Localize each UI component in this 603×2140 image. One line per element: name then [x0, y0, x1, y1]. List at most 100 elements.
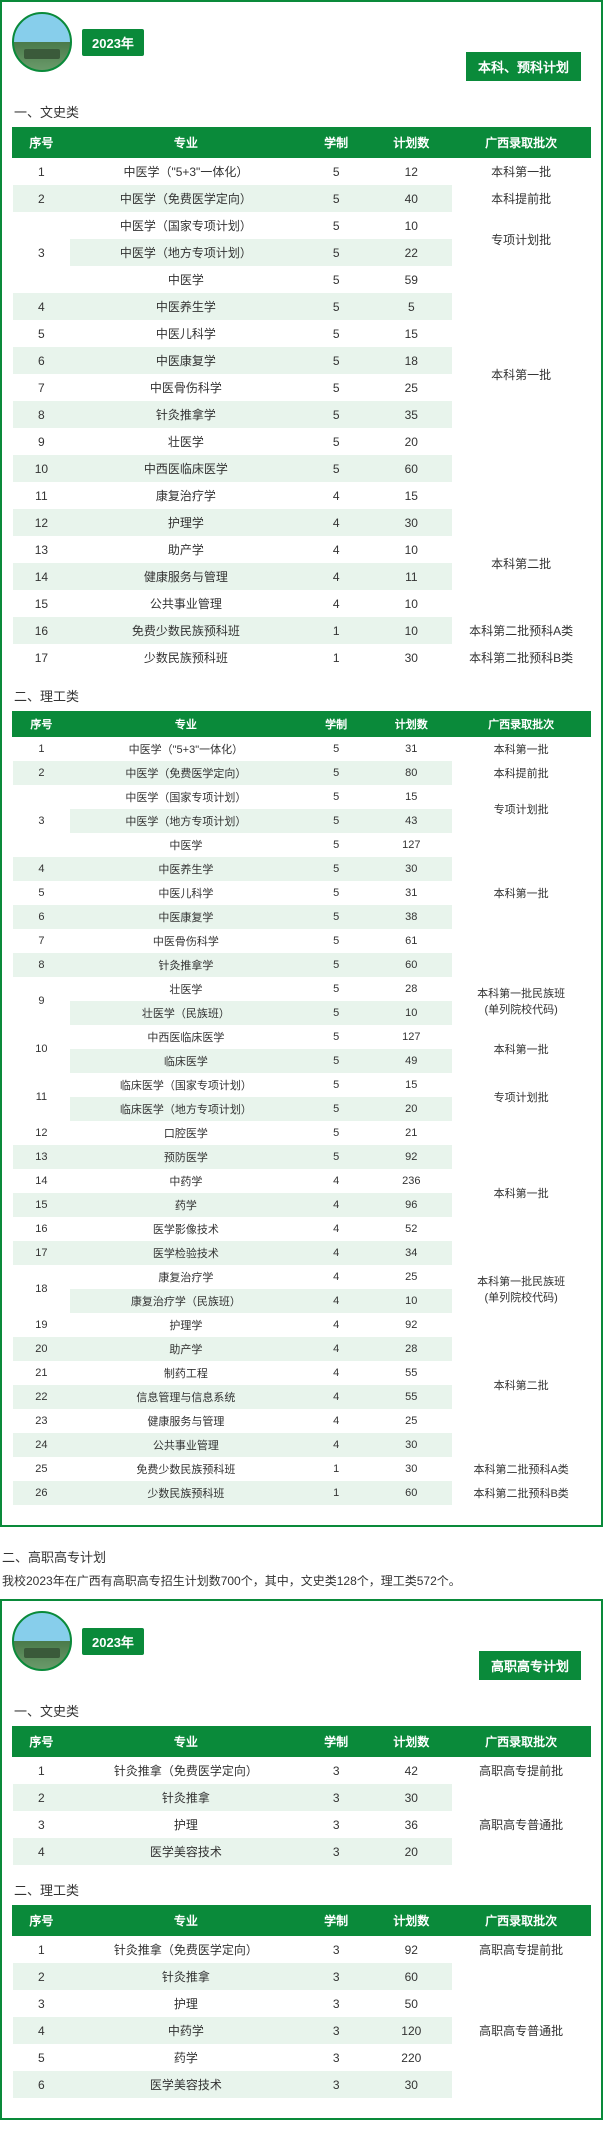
cell-idx: 9 — [13, 977, 71, 1025]
cell-num: 50 — [371, 1990, 452, 2017]
cell-idx: 1 — [13, 737, 71, 762]
cell-idx: 10 — [13, 455, 71, 482]
cell-idx: 14 — [13, 1169, 71, 1193]
cell-num: 28 — [371, 1337, 452, 1361]
cell-dur: 5 — [301, 1073, 370, 1097]
cell-num: 35 — [371, 401, 452, 428]
cell-num: 36 — [371, 1811, 452, 1838]
cell-batch: 本科第二批 — [452, 1313, 591, 1457]
th-dur: 学制 — [301, 1727, 370, 1757]
cell-major: 中医养生学 — [70, 857, 301, 881]
cell-idx: 2 — [13, 1784, 71, 1811]
cell-major: 健康服务与管理 — [70, 563, 301, 590]
cell-idx: 11 — [13, 482, 71, 509]
cell-major: 中医学（地方专项计划） — [70, 809, 301, 833]
cell-num: 12 — [371, 158, 452, 186]
cell-num: 49 — [371, 1049, 452, 1073]
cell-num: 10 — [371, 536, 452, 563]
cell-major: 制药工程 — [70, 1361, 301, 1385]
cell-num: 60 — [371, 455, 452, 482]
cell-idx: 15 — [13, 590, 71, 617]
cell-dur: 5 — [301, 293, 370, 320]
cell-idx: 4 — [13, 293, 71, 320]
cell-idx: 26 — [13, 1481, 71, 1505]
th-major: 专业 — [70, 712, 301, 737]
cell-dur: 5 — [301, 428, 370, 455]
cell-major: 口腔医学 — [70, 1121, 301, 1145]
cell-idx: 10 — [13, 1025, 71, 1073]
tbody-t4: 1针灸推拿（免费医学定向）392高职高专提前批2针灸推拿360高职高专普通批3护… — [13, 1936, 591, 2099]
cell-dur: 5 — [301, 761, 370, 785]
cell-dur: 1 — [301, 644, 370, 671]
cell-batch: 本科第一批民族班 (单列院校代码) — [452, 1265, 591, 1313]
cell-major: 临床医学（国家专项计划） — [70, 1073, 301, 1097]
cell-idx: 18 — [13, 1265, 71, 1313]
cell-num: 30 — [371, 1784, 452, 1811]
cell-major: 中药学 — [70, 1169, 301, 1193]
cell-major: 护理学 — [70, 509, 301, 536]
cell-num: 10 — [371, 212, 452, 239]
cell-major: 针灸推拿（免费医学定向） — [70, 1936, 301, 1964]
cell-num: 80 — [371, 761, 452, 785]
cell-major: 中医学（免费医学定向） — [70, 185, 301, 212]
cell-dur: 5 — [301, 239, 370, 266]
cell-idx: 6 — [13, 347, 71, 374]
cell-major: 针灸推拿 — [70, 1963, 301, 1990]
cell-major: 护理 — [70, 1990, 301, 2017]
cell-major: 中医学 — [70, 833, 301, 857]
cell-dur: 4 — [301, 1313, 370, 1337]
cell-num: 31 — [371, 881, 452, 905]
cell-major: 免费少数民族预科班 — [70, 617, 301, 644]
cell-dur: 3 — [301, 1838, 370, 1865]
cell-idx: 2 — [13, 1963, 71, 1990]
cell-batch: 本科第一批 — [452, 1025, 591, 1073]
cell-major: 壮医学 — [70, 977, 301, 1001]
cell-major: 助产学 — [70, 1337, 301, 1361]
cell-num: 15 — [371, 1073, 452, 1097]
cell-idx: 25 — [13, 1457, 71, 1481]
cell-num: 127 — [371, 1025, 452, 1049]
cell-dur: 5 — [301, 185, 370, 212]
cell-dur: 4 — [301, 1265, 370, 1289]
cell-batch: 本科第二批预科B类 — [452, 1481, 591, 1505]
cell-batch: 专项计划批 — [452, 1073, 591, 1121]
cell-idx: 2 — [13, 185, 71, 212]
cell-idx: 3 — [13, 1990, 71, 2017]
cell-batch: 高职高专普通批 — [452, 1784, 591, 1865]
cell-major: 健康服务与管理 — [70, 1409, 301, 1433]
cell-major: 针灸推拿（免费医学定向） — [70, 1757, 301, 1785]
cell-batch: 本科第一批民族班 (单列院校代码) — [452, 977, 591, 1025]
cell-major: 护理学 — [70, 1313, 301, 1337]
th-batch: 广西录取批次 — [452, 712, 591, 737]
cell-major: 助产学 — [70, 536, 301, 563]
cat-title-ligong-2: 二、理工类 — [14, 1880, 591, 1899]
cell-dur: 3 — [301, 1963, 370, 1990]
cell-num: 15 — [371, 320, 452, 347]
cell-dur: 5 — [301, 1049, 370, 1073]
cell-major: 少数民族预科班 — [70, 1481, 301, 1505]
cell-major: 少数民族预科班 — [70, 644, 301, 671]
cell-num: 18 — [371, 347, 452, 374]
cell-major: 医学美容技术 — [70, 1838, 301, 1865]
cell-batch: 本科第一批 — [452, 266, 591, 482]
cell-idx: 4 — [13, 2017, 71, 2044]
cell-batch: 本科第一批 — [452, 158, 591, 186]
cell-num: 127 — [371, 833, 452, 857]
cell-dur: 5 — [301, 833, 370, 857]
cell-idx: 1 — [13, 1936, 71, 1964]
header-1: 2023年 本科、预科计划 — [12, 12, 591, 72]
cell-idx: 15 — [13, 1193, 71, 1217]
cell-major: 中医学（地方专项计划） — [70, 239, 301, 266]
th-major: 专业 — [70, 1727, 301, 1757]
cell-num: 30 — [371, 857, 452, 881]
cell-dur: 3 — [301, 1811, 370, 1838]
cell-major: 中医康复学 — [70, 347, 301, 374]
cell-num: 92 — [371, 1936, 452, 1964]
cell-num: 96 — [371, 1193, 452, 1217]
th-num: 计划数 — [371, 1906, 452, 1936]
cell-idx: 3 — [13, 785, 71, 857]
cell-num: 220 — [371, 2044, 452, 2071]
cell-num: 5 — [371, 293, 452, 320]
plan-tag-2: 高职高专计划 — [479, 1651, 581, 1680]
cell-major: 针灸推拿学 — [70, 953, 301, 977]
